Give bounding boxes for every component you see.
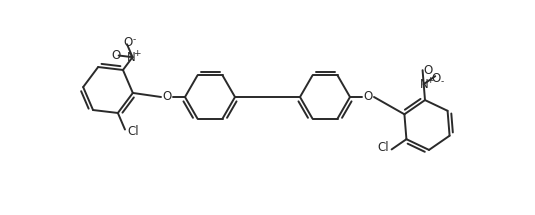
Text: O: O (423, 64, 432, 77)
Text: N: N (127, 51, 136, 64)
Text: +: + (133, 49, 140, 58)
Text: -: - (441, 77, 444, 86)
Text: O: O (124, 36, 133, 49)
Text: O: O (163, 91, 172, 103)
Text: +: + (426, 76, 433, 85)
Text: N: N (421, 78, 429, 91)
Text: O: O (432, 72, 441, 85)
Text: O: O (363, 91, 372, 103)
Text: Cl: Cl (127, 125, 139, 138)
Text: O: O (111, 49, 120, 62)
Text: Cl: Cl (378, 141, 389, 154)
Text: -: - (132, 35, 136, 44)
